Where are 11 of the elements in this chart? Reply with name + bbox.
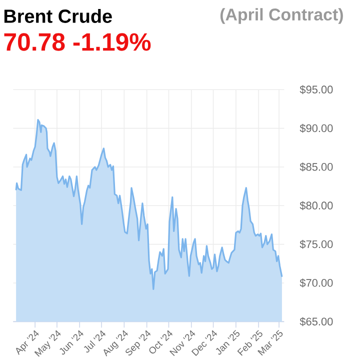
y-tick-label: $90.00 xyxy=(300,124,333,133)
y-tick-label: $70.00 xyxy=(300,278,333,288)
y-tick-label: $95.00 xyxy=(300,85,333,94)
text: (April Contract) xyxy=(220,8,343,24)
chart-subtitle: 70.78 -1.19% xyxy=(4,33,151,51)
y-tick-label: $80.00 xyxy=(300,201,333,210)
chart-title: Brent Crude xyxy=(4,9,112,23)
y-tick-label: $65.00 xyxy=(300,317,333,326)
y-tick-label: $85.00 xyxy=(300,162,333,172)
x-tick-label: Jun '24 xyxy=(60,330,84,355)
y-tick-label: $75.00 xyxy=(300,240,333,249)
